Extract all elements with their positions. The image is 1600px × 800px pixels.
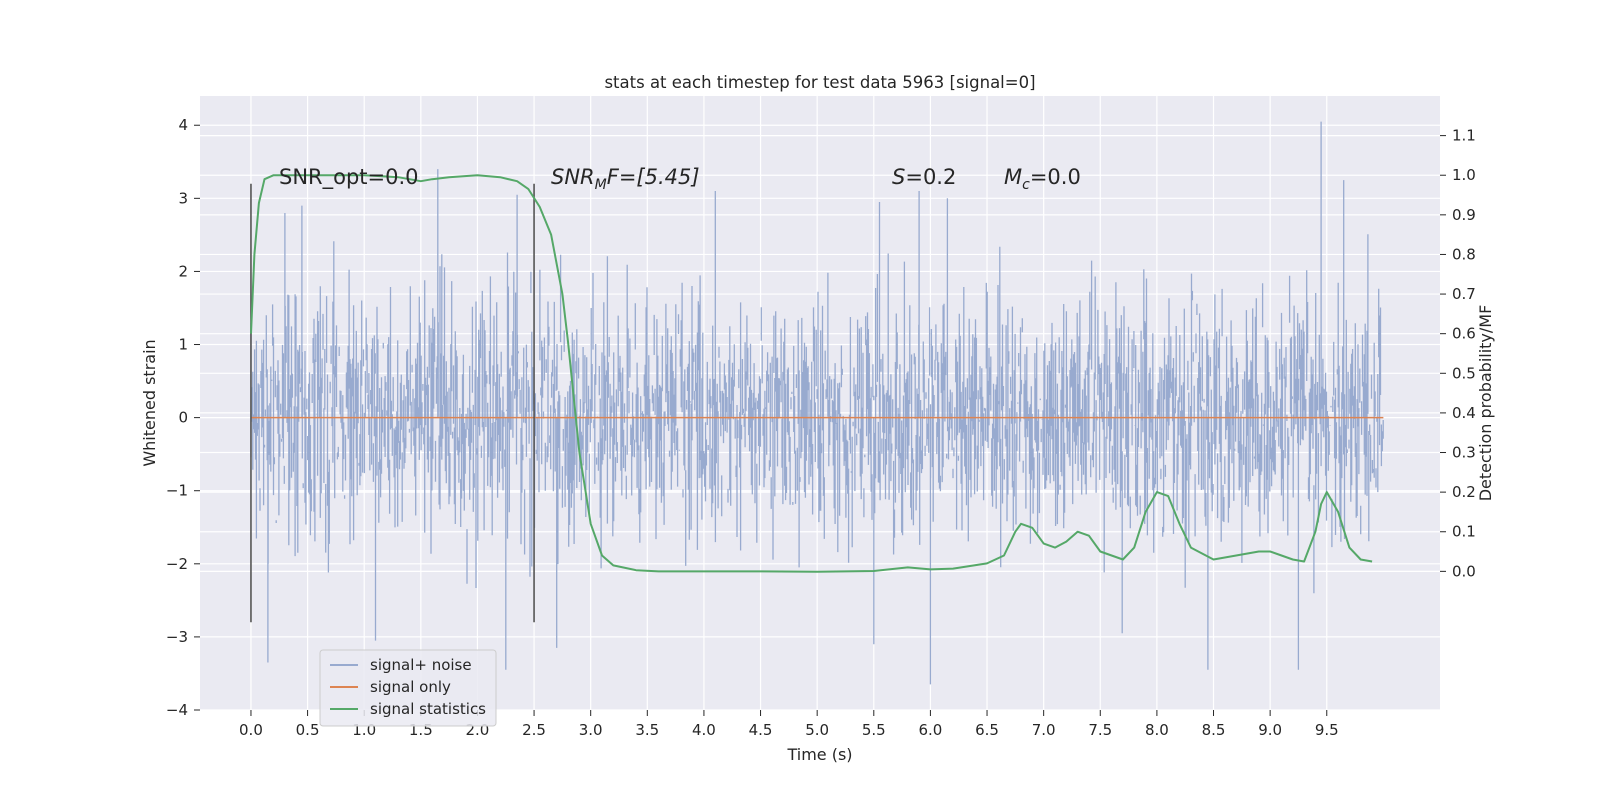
x-tick-label: 9.5 — [1315, 721, 1339, 739]
x-tick-label: 7.0 — [1032, 721, 1056, 739]
x-tick-label: 4.5 — [749, 721, 773, 739]
x-ticks: 0.0 0.5 1.0 1.5 2.0 2.5 3.0 3.5 4.0 4.5 5.0 5.5 6.0 6… — [239, 710, 1339, 739]
y-tick-label: 0 — [178, 409, 188, 427]
annotation-snr-opt: SNR_opt=0.0 — [279, 165, 419, 190]
signal-statistics-line — [250, 174, 1373, 573]
y2-tick-label: 0.9 — [1452, 206, 1476, 224]
y2-tick-label: 0.4 — [1452, 404, 1476, 422]
x-tick-label: 6.0 — [918, 721, 942, 739]
legend-label-signal-statistics: signal statistics — [370, 700, 486, 718]
x-tick-label: 9.0 — [1258, 721, 1282, 739]
y2-tick-label: 0.7 — [1452, 285, 1476, 303]
annotation-mc: Mc=0.0 — [1004, 165, 1081, 193]
annotation-s: S=0.2 — [892, 165, 956, 189]
y-tick-label: 1 — [178, 336, 188, 354]
y2-axis-label: Detection probability/MF — [1476, 305, 1495, 502]
y2-tick-label: 0.2 — [1452, 483, 1476, 501]
y2-tick-label: 0.5 — [1452, 364, 1476, 382]
chart-title: stats at each timestep for test data 596… — [604, 73, 1035, 92]
x-tick-label: 0.0 — [239, 721, 263, 739]
y2-tick-label: 0.1 — [1452, 523, 1476, 541]
x-tick-label: 4.0 — [692, 721, 716, 739]
x-tick-label: 7.5 — [1088, 721, 1112, 739]
y-tick-label: −3 — [166, 628, 188, 646]
x-tick-label: 0.5 — [296, 721, 320, 739]
x-axis-label: Time (s) — [786, 745, 852, 764]
x-tick-label: 2.5 — [522, 721, 546, 739]
y2-tick-label: 1.1 — [1452, 127, 1476, 145]
x-tick-label: 3.5 — [635, 721, 659, 739]
x-tick-label: 8.5 — [1202, 721, 1226, 739]
x-tick-label: 3.0 — [579, 721, 603, 739]
y2-tick-label: 1.0 — [1452, 166, 1476, 184]
y-tick-label: 3 — [178, 189, 188, 207]
y2-tick-label: 0.0 — [1452, 562, 1476, 580]
y2-ticks: 1.1 1.0 0.9 0.8 0.7 0.6 0.5 0.4 0.3 0.2 0.1 0.0 — [1440, 127, 1476, 580]
y-tick-label: −4 — [166, 701, 188, 719]
y-tick-label: −2 — [166, 555, 188, 573]
legend-label-signal-noise: signal+ noise — [370, 656, 472, 674]
y-tick-label: 2 — [178, 262, 188, 280]
y-tick-label: 4 — [178, 116, 188, 134]
legend: signal+ noise signal only signal statist… — [319, 649, 497, 727]
x-tick-label: 8.0 — [1145, 721, 1169, 739]
legend-label-signal-only: signal only — [370, 678, 451, 696]
y-ticks: 4 3 2 1 0 −1 −2 −3 −4 — [166, 116, 200, 719]
legend-box — [319, 649, 497, 727]
y2-tick-label: 0.6 — [1452, 325, 1476, 343]
x-tick-label: 5.5 — [862, 721, 886, 739]
x-tick-label: 6.5 — [975, 721, 999, 739]
annotation-snr-mf: SNRMF=[5.45] — [551, 165, 700, 193]
x-tick-label: 5.0 — [805, 721, 829, 739]
y2-tick-label: 0.8 — [1452, 245, 1476, 263]
y-tick-label: −1 — [166, 482, 188, 500]
marker-lines — [250, 183, 535, 623]
y-axis-label: Whitened strain — [140, 339, 159, 466]
y2-tick-label: 0.3 — [1452, 444, 1476, 462]
